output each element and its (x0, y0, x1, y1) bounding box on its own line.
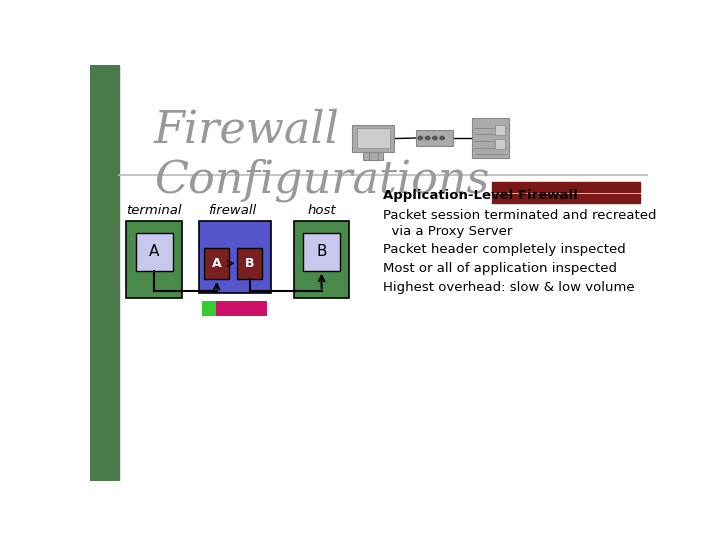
Bar (294, 221, 349, 298)
Bar (416, 130, 453, 146)
Text: Most or all of application inspected: Most or all of application inspected (383, 262, 617, 275)
Circle shape (440, 136, 444, 140)
Bar (199, 221, 271, 294)
Bar (215, 301, 267, 316)
Circle shape (418, 136, 423, 140)
Text: terminal: terminal (127, 204, 182, 217)
Circle shape (433, 136, 437, 140)
Text: firewall: firewall (208, 204, 256, 217)
Text: Highest overhead: slow & low volume: Highest overhead: slow & low volume (383, 281, 634, 294)
Text: Packet session terminated and recreated: Packet session terminated and recreated (383, 209, 657, 222)
Text: host: host (307, 204, 336, 217)
Bar (356, 129, 390, 148)
Bar (303, 233, 340, 271)
Bar (495, 139, 505, 149)
Text: B: B (316, 245, 327, 259)
Text: A: A (149, 245, 159, 259)
Text: Application-Level Firewall: Application-Level Firewall (383, 190, 577, 202)
Text: B: B (245, 257, 254, 270)
Text: A: A (212, 257, 222, 270)
Text: Firewall
Configurations: Firewall Configurations (154, 109, 490, 202)
Bar (495, 125, 505, 136)
Bar (492, 183, 639, 192)
Bar (369, 152, 378, 160)
Bar (492, 194, 639, 203)
Text: Packet header completely inspected: Packet header completely inspected (383, 244, 626, 256)
Bar (202, 301, 215, 316)
Circle shape (426, 136, 430, 140)
Bar (363, 152, 383, 160)
Bar (136, 233, 173, 271)
Bar (352, 125, 394, 152)
Text: via a Proxy Server: via a Proxy Server (383, 225, 513, 238)
Bar (126, 221, 182, 298)
Bar (472, 118, 508, 158)
Bar (238, 248, 262, 279)
Bar (204, 248, 229, 279)
Bar (90, 65, 119, 481)
